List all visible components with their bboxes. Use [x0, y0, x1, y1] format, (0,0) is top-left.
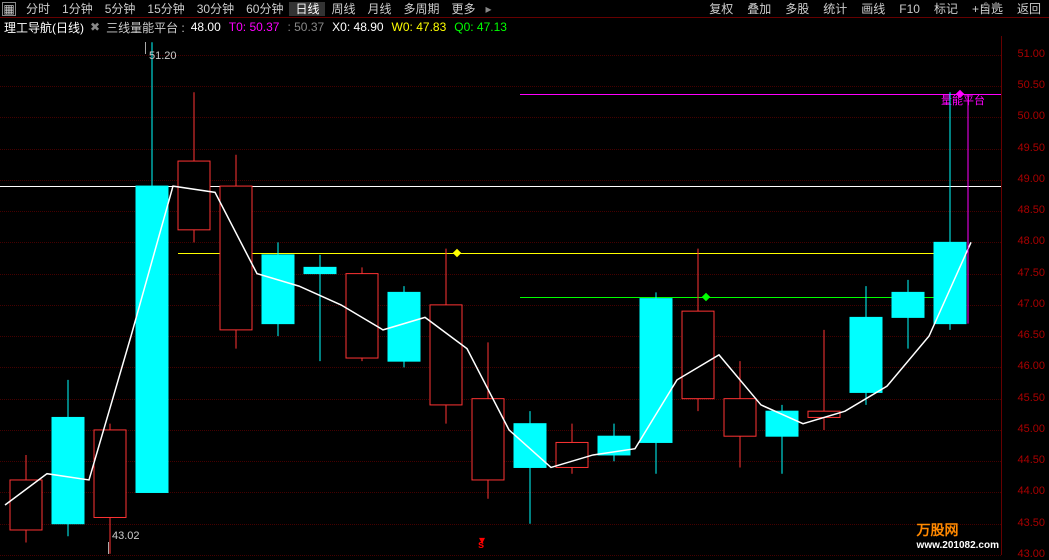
- indicator-value: X0: 48.90: [332, 20, 383, 34]
- y-tick-label: 43.50: [1017, 517, 1045, 529]
- toolbar-left: ▦ 分时1分钟5分钟15分钟30分钟60分钟日线周线月线多周期更多 ▸: [2, 0, 496, 17]
- nav-diamond-icon[interactable]: [982, 2, 990, 10]
- more-arrow-icon[interactable]: ▸: [482, 2, 496, 16]
- y-tick-label: 46.50: [1017, 329, 1045, 341]
- y-axis: 43.0043.5044.0044.5045.0045.5046.0046.50…: [1001, 36, 1049, 555]
- tool-F10[interactable]: F10: [893, 2, 926, 16]
- timeframe-更多[interactable]: 更多: [446, 2, 482, 16]
- close-indicator-icon[interactable]: ✖: [90, 20, 100, 34]
- y-tick-label: 51.00: [1017, 48, 1045, 60]
- logo-brand: 万股网: [917, 522, 959, 538]
- timeframe-分时[interactable]: 分时: [20, 2, 56, 16]
- tool-标记[interactable]: 标记: [928, 2, 964, 16]
- chart-type-icon[interactable]: ▦: [2, 2, 16, 16]
- y-tick-label: 49.50: [1017, 142, 1045, 154]
- timeframe-月线[interactable]: 月线: [362, 2, 398, 16]
- y-tick-label: 48.50: [1017, 204, 1045, 216]
- tool-叠加[interactable]: 叠加: [741, 2, 777, 16]
- y-tick-label: 44.50: [1017, 454, 1045, 466]
- timeframe-日线[interactable]: 日线: [289, 2, 325, 16]
- indicator-name: 三线量能平台 :: [106, 19, 185, 36]
- price-annotation: 51.20: [149, 50, 177, 62]
- info-bar: 理工导航(日线) ✖ 三线量能平台 : 48.00 T0: 50.37 : 50.3…: [0, 18, 1049, 36]
- y-tick-label: 46.00: [1017, 360, 1045, 372]
- price-annotation: 43.02: [112, 530, 140, 542]
- chart-container: 量能平台 51.2043.02s▾ 43.0043.5044.0044.5045…: [0, 36, 1049, 555]
- gridline: [0, 555, 1001, 556]
- watermark-logo: 万股网 www.201082.com: [917, 520, 999, 551]
- y-tick-label: 48.00: [1017, 235, 1045, 247]
- tool-复权[interactable]: 复权: [703, 2, 739, 16]
- y-tick-label: 44.00: [1017, 485, 1045, 497]
- indicator-value: 48.00: [191, 20, 221, 34]
- tool-统计[interactable]: 统计: [817, 2, 853, 16]
- candlestick-chart: [0, 36, 1001, 555]
- y-tick-label: 45.50: [1017, 392, 1045, 404]
- timeframe-30分钟[interactable]: 30分钟: [191, 2, 240, 16]
- indicator-value: Q0: 47.13: [454, 20, 507, 34]
- top-toolbar: ▦ 分时1分钟5分钟15分钟30分钟60分钟日线周线月线多周期更多 ▸ 复权叠加…: [0, 0, 1049, 18]
- y-tick-label: 49.00: [1017, 173, 1045, 185]
- y-tick-label: 45.00: [1017, 423, 1045, 435]
- timeframe-周线[interactable]: 周线: [325, 2, 361, 16]
- y-tick-label: 47.00: [1017, 298, 1045, 310]
- nav-diamond-icon[interactable]: [992, 2, 1000, 10]
- tool-画线[interactable]: 画线: [855, 2, 891, 16]
- tool-多股[interactable]: 多股: [779, 2, 815, 16]
- timeframe-5分钟[interactable]: 5分钟: [99, 2, 142, 16]
- nav-diamonds: [983, 3, 999, 9]
- indicator-value: T0: 50.37: [229, 20, 280, 34]
- chart-plot-area[interactable]: 量能平台 51.2043.02s▾: [0, 36, 1001, 555]
- y-tick-label: 50.50: [1017, 79, 1045, 91]
- indicator-value: W0: 47.83: [392, 20, 447, 34]
- indicator-value: : 50.37: [287, 20, 324, 34]
- y-tick-label: 47.50: [1017, 267, 1045, 279]
- logo-url: www.201082.com: [917, 540, 999, 551]
- y-tick-label: 43.00: [1017, 548, 1045, 560]
- timeframe-多周期[interactable]: 多周期: [398, 2, 446, 16]
- stock-title: 理工导航(日线): [4, 19, 84, 36]
- y-tick-label: 50.00: [1017, 110, 1045, 122]
- tool-返回[interactable]: 返回: [1011, 2, 1047, 16]
- timeframe-60分钟[interactable]: 60分钟: [240, 2, 289, 16]
- timeframe-1分钟[interactable]: 1分钟: [56, 2, 99, 16]
- timeframe-15分钟[interactable]: 15分钟: [141, 2, 190, 16]
